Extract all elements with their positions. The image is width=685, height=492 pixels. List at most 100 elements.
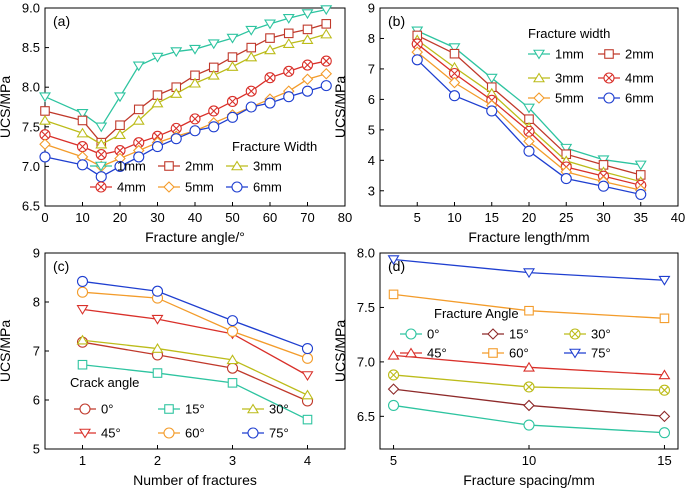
series-6mm: [411, 54, 647, 200]
data-point: [189, 113, 201, 125]
data-point: [486, 105, 498, 117]
series-line: [82, 339, 308, 396]
data-point: [151, 285, 164, 297]
legend-marker: [247, 427, 259, 439]
data-point: [448, 76, 461, 89]
series-line: [82, 291, 308, 359]
data-point: [40, 106, 50, 116]
data-point: [207, 39, 220, 50]
chart-panel-d: 5 10 15 6.5 7.0 7.5 8.0 Fracture spacing/mm UCS/…: [332, 246, 679, 488]
y-tick-label: 6: [368, 92, 375, 107]
legend-label: 5mm: [555, 91, 584, 106]
data-point: [95, 148, 107, 161]
series-3mm: [39, 28, 333, 149]
data-point: [115, 120, 125, 131]
legend-marker: [231, 160, 243, 171]
legend-entry: 6mm: [226, 180, 282, 195]
data-point: [207, 69, 220, 80]
data-point: [448, 90, 461, 102]
data-point: [658, 275, 671, 286]
x-tick-label: 60: [263, 210, 277, 225]
legend-label: 0°: [427, 327, 439, 342]
data-point: [388, 289, 399, 300]
y-tick-label: 7.0: [22, 159, 40, 174]
data-point: [133, 104, 144, 115]
x-tick-label: 30: [596, 210, 610, 225]
legend-title: Crack angle: [70, 375, 139, 390]
x-tick-label: 40: [188, 210, 202, 225]
legend-marker: [164, 404, 174, 414]
data-point: [39, 151, 51, 163]
legend-marker: [569, 328, 581, 340]
data-point: [151, 52, 164, 63]
legend-label: 15°: [509, 327, 529, 342]
data-point: [226, 111, 239, 123]
data-point: [77, 115, 88, 126]
data-point: [151, 314, 164, 325]
legend-marker: [79, 403, 91, 415]
legend-marker: [487, 328, 499, 340]
data-point: [152, 368, 163, 378]
data-point: [523, 399, 535, 412]
data-point: [170, 133, 182, 145]
data-point: [208, 105, 220, 117]
data-point: [170, 47, 183, 58]
x-axis-label: Fracture angle/°: [145, 229, 245, 245]
legend-entry: 4mm: [598, 71, 654, 86]
legend: Crack angle 0° 15° 30° 45° 60° 75°: [70, 375, 289, 441]
legend-entry: 30°: [564, 327, 611, 342]
x-tick-label: 20: [113, 210, 127, 225]
x-tick-label: 50: [225, 210, 239, 225]
legend-entry: 75°: [242, 426, 289, 441]
legend-entry: 1mm: [90, 159, 146, 174]
series-30°: [76, 334, 314, 400]
data-point: [634, 160, 647, 171]
data-point: [132, 61, 145, 72]
chart-panel-b: 5 10 15 20 25 30 35 40 3 4 5 6 7 8 9 Fracture length/mm…: [332, 1, 685, 246]
data-point: [635, 188, 647, 200]
x-tick-label: 5: [390, 453, 397, 468]
x-tick-label: 10: [447, 210, 461, 225]
legend-entry: 5mm: [158, 180, 214, 195]
x-tick-label: 70: [300, 210, 314, 225]
data-point: [320, 28, 333, 39]
legend-marker: [163, 427, 175, 439]
data-point: [387, 399, 400, 411]
y-tick-label: 6: [33, 393, 40, 408]
legend: Fracture Angle 0° 15° 30° 45° 60° 75°: [400, 306, 611, 361]
chart-panel-a: 0 10 20 30 40 50 60 70 80 6.5 7.0 7.5 8.0 8.5 9.0 Fract…: [0, 1, 352, 246]
data-point: [114, 160, 126, 172]
data-point: [560, 173, 572, 185]
x-tick-label: 80: [338, 210, 352, 225]
plot-frame: [44, 7, 346, 207]
legend: Fracture Width 1mm 2mm 3mm 4mm 5mm 6mm: [90, 139, 317, 195]
series-60°: [388, 289, 670, 324]
data-point: [320, 80, 332, 92]
data-point: [226, 61, 239, 71]
x-tick-label: 30: [150, 210, 164, 225]
legend-label: 3mm: [555, 71, 584, 86]
data-point: [411, 38, 423, 50]
legend-marker: [163, 181, 175, 193]
legend-label: 30°: [591, 327, 611, 342]
data-point: [523, 361, 535, 372]
x-tick-label: 15: [657, 453, 671, 468]
series-2mm: [40, 19, 332, 148]
data-point: [411, 54, 423, 66]
data-point: [523, 381, 535, 393]
legend-title: Fracture Width: [232, 139, 317, 154]
data-point: [189, 77, 201, 88]
x-axis-label: Fracture length/mm: [468, 229, 589, 245]
data-point: [76, 305, 89, 315]
data-point: [245, 85, 257, 97]
y-tick-label: 7: [368, 61, 375, 76]
legend-entry: 60°: [158, 426, 205, 441]
data-point: [302, 24, 313, 35]
legend-entry: 75°: [564, 346, 611, 361]
y-axis-label: UCS/MPa: [0, 76, 13, 138]
data-point: [95, 138, 108, 149]
legend-entry: 0°: [400, 327, 439, 342]
data-point: [301, 85, 314, 97]
legend-marker: [95, 161, 107, 172]
